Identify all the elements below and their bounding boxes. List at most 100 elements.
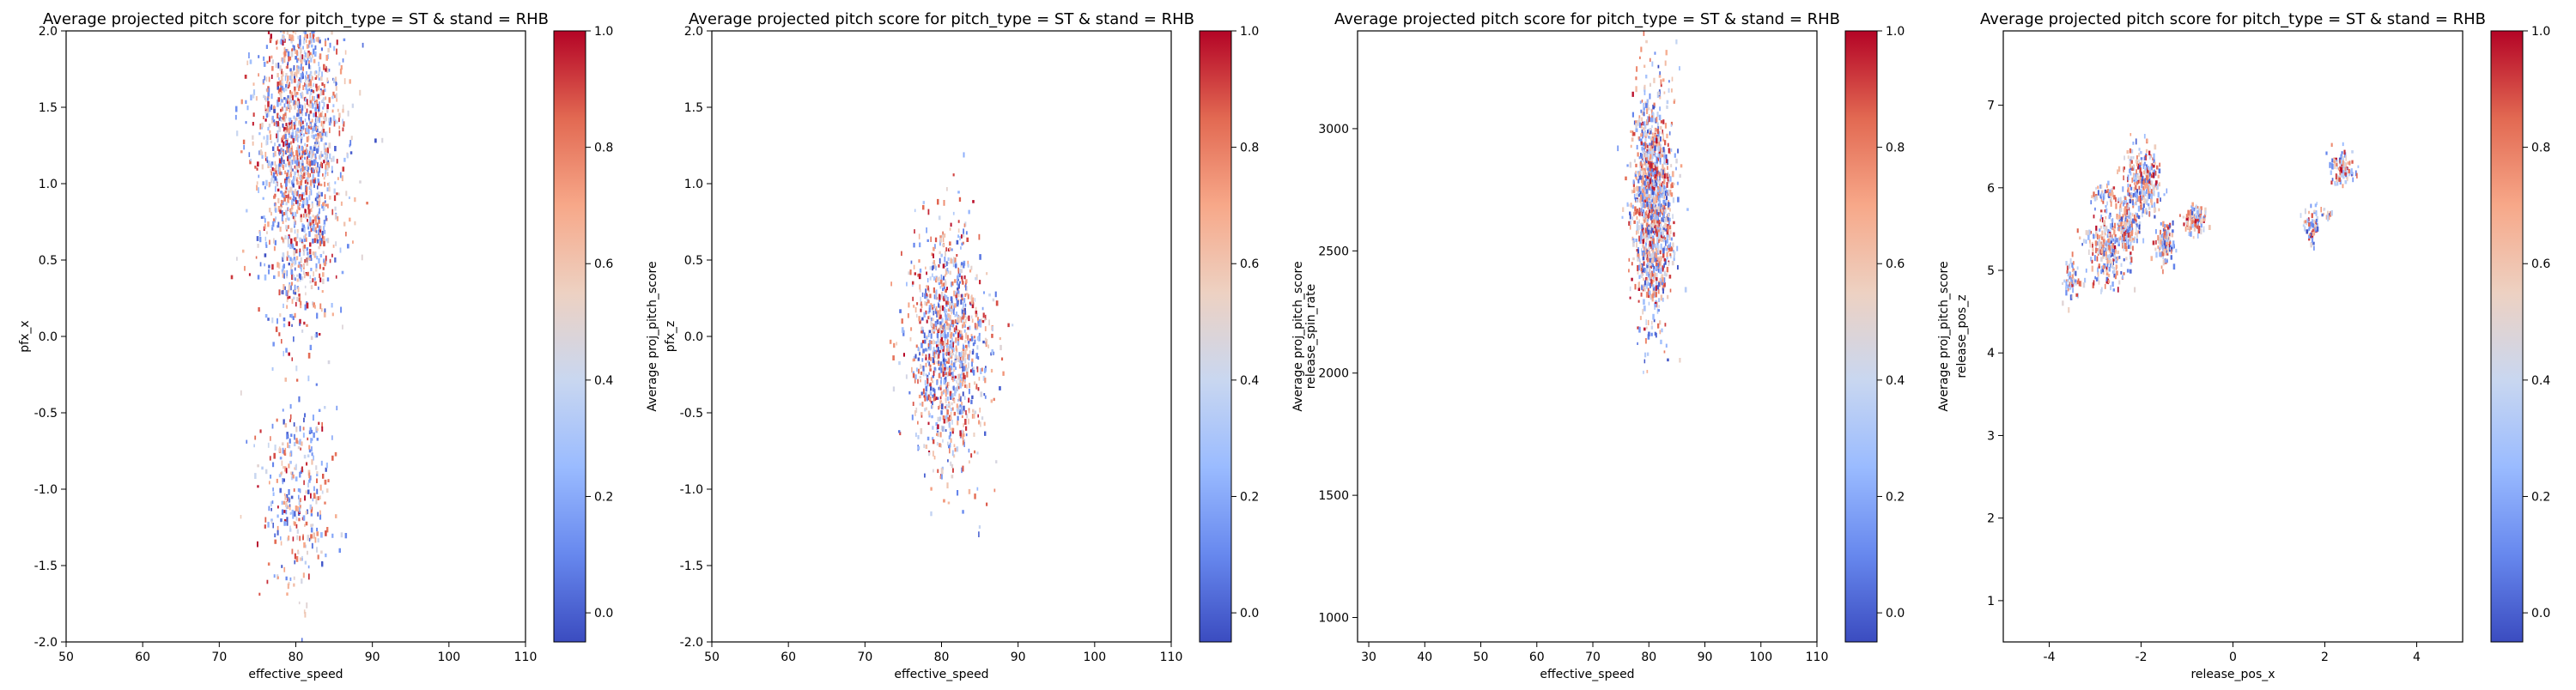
heatmap-cell (1639, 208, 1641, 212)
heatmap-cell (1653, 197, 1655, 203)
heatmap-cell (1648, 247, 1650, 251)
heatmap-cell (314, 71, 316, 76)
heatmap-cell (300, 558, 302, 561)
heatmap-cell (1637, 230, 1639, 234)
heatmap-cell (949, 302, 951, 306)
heatmap-cell (954, 328, 956, 333)
heatmap-cell (2121, 217, 2123, 221)
heatmap-cell (920, 269, 921, 273)
heatmap-cell (918, 316, 920, 321)
heatmap-cell (318, 554, 319, 559)
heatmap-cell (318, 94, 319, 98)
heatmap-cell (925, 267, 927, 269)
heatmap-cell (278, 271, 280, 277)
heatmap-cell (2075, 280, 2077, 283)
heatmap-cell (294, 72, 296, 76)
heatmap-cell (1654, 220, 1656, 224)
heatmap-cell (1662, 133, 1664, 139)
heatmap-cell (1653, 141, 1655, 146)
heatmap-cell (319, 241, 321, 247)
heatmap-cell (247, 106, 249, 110)
heatmap-cell (1658, 289, 1660, 294)
heatmap-cell (2132, 238, 2135, 240)
heatmap-cell (2111, 234, 2113, 238)
heatmap-cell (1667, 238, 1668, 243)
heatmap-cell (1642, 251, 1643, 256)
heatmap-cell (1648, 136, 1649, 138)
heatmap-cell (320, 254, 323, 257)
heatmap-cell (1643, 244, 1644, 247)
heatmap-cell (953, 362, 956, 367)
heatmap-cell (309, 104, 312, 109)
heatmap-cell (956, 254, 957, 257)
heatmap-cell (979, 333, 981, 336)
heatmap-cell (1664, 92, 1666, 94)
heatmap-cell (297, 170, 299, 172)
heatmap-cell (319, 71, 320, 76)
heatmap-cell (2083, 282, 2086, 288)
heatmap-cell (296, 191, 298, 197)
heatmap-cell (289, 529, 291, 532)
heatmap-cell (323, 129, 325, 133)
heatmap-cell (325, 131, 327, 137)
heatmap-cell (950, 416, 952, 420)
heatmap-cell (246, 61, 248, 65)
heatmap-cell (941, 368, 943, 373)
heatmap-cell (913, 243, 914, 248)
heatmap-cell (307, 144, 308, 147)
heatmap-cell (941, 337, 943, 342)
heatmap-cell (1662, 200, 1665, 204)
heatmap-cell (1667, 182, 1668, 188)
heatmap-cell (261, 467, 264, 470)
heatmap-cell (313, 415, 314, 421)
heatmap-cell (1642, 225, 1643, 229)
heatmap-cell (345, 533, 348, 538)
heatmap-cell (898, 361, 901, 365)
heatmap-cell (1658, 65, 1660, 69)
heatmap-cell (290, 433, 292, 437)
heatmap-cell (951, 475, 954, 478)
heatmap-cell (1655, 128, 1656, 132)
heatmap-cell (1675, 159, 1678, 164)
heatmap-cell (954, 444, 956, 447)
heatmap-cell (290, 578, 292, 581)
heatmap-cell (1643, 192, 1645, 196)
heatmap-cell (282, 442, 284, 445)
heatmap-cell (932, 426, 933, 429)
heatmap-cells (1617, 5, 1688, 374)
heatmap-cell (1644, 144, 1646, 149)
heatmap-cell (939, 294, 940, 300)
heatmap-cell (1632, 240, 1634, 245)
heatmap-cell (1646, 193, 1649, 197)
heatmap-cell (1630, 130, 1632, 133)
heatmap-cell (2121, 231, 2123, 234)
heatmap-cell (279, 152, 281, 156)
heatmap-cell (315, 269, 317, 271)
heatmap-cell (1656, 286, 1657, 291)
heatmap-cell (359, 180, 361, 183)
heatmap-cell (342, 109, 343, 113)
heatmap-cell (965, 279, 967, 283)
heatmap-cell (2111, 253, 2114, 257)
heatmap-cell (318, 258, 319, 263)
heatmap-cell (933, 371, 935, 376)
heatmap-cell (1646, 285, 1648, 289)
heatmap-cell (956, 446, 958, 451)
heatmap-cell (949, 247, 951, 251)
heatmap-cell (308, 83, 310, 87)
heatmap-cell (303, 133, 305, 136)
heatmap-cell (1638, 219, 1640, 223)
heatmap-cell (1648, 254, 1649, 258)
heatmap-cell (978, 387, 980, 390)
heatmap-cell (959, 274, 961, 277)
heatmap-cell (1638, 327, 1641, 333)
heatmap-cell (274, 203, 276, 207)
heatmap-cell (336, 275, 337, 279)
heatmap-cell (291, 282, 293, 286)
heatmap-cell (254, 473, 257, 479)
colorbar-tick-label: 0.4 (1886, 374, 1905, 388)
heatmap-cell (298, 287, 300, 292)
heatmap-cell (1661, 262, 1662, 268)
heatmap-cell (908, 302, 909, 307)
heatmap-cell (1643, 131, 1644, 136)
